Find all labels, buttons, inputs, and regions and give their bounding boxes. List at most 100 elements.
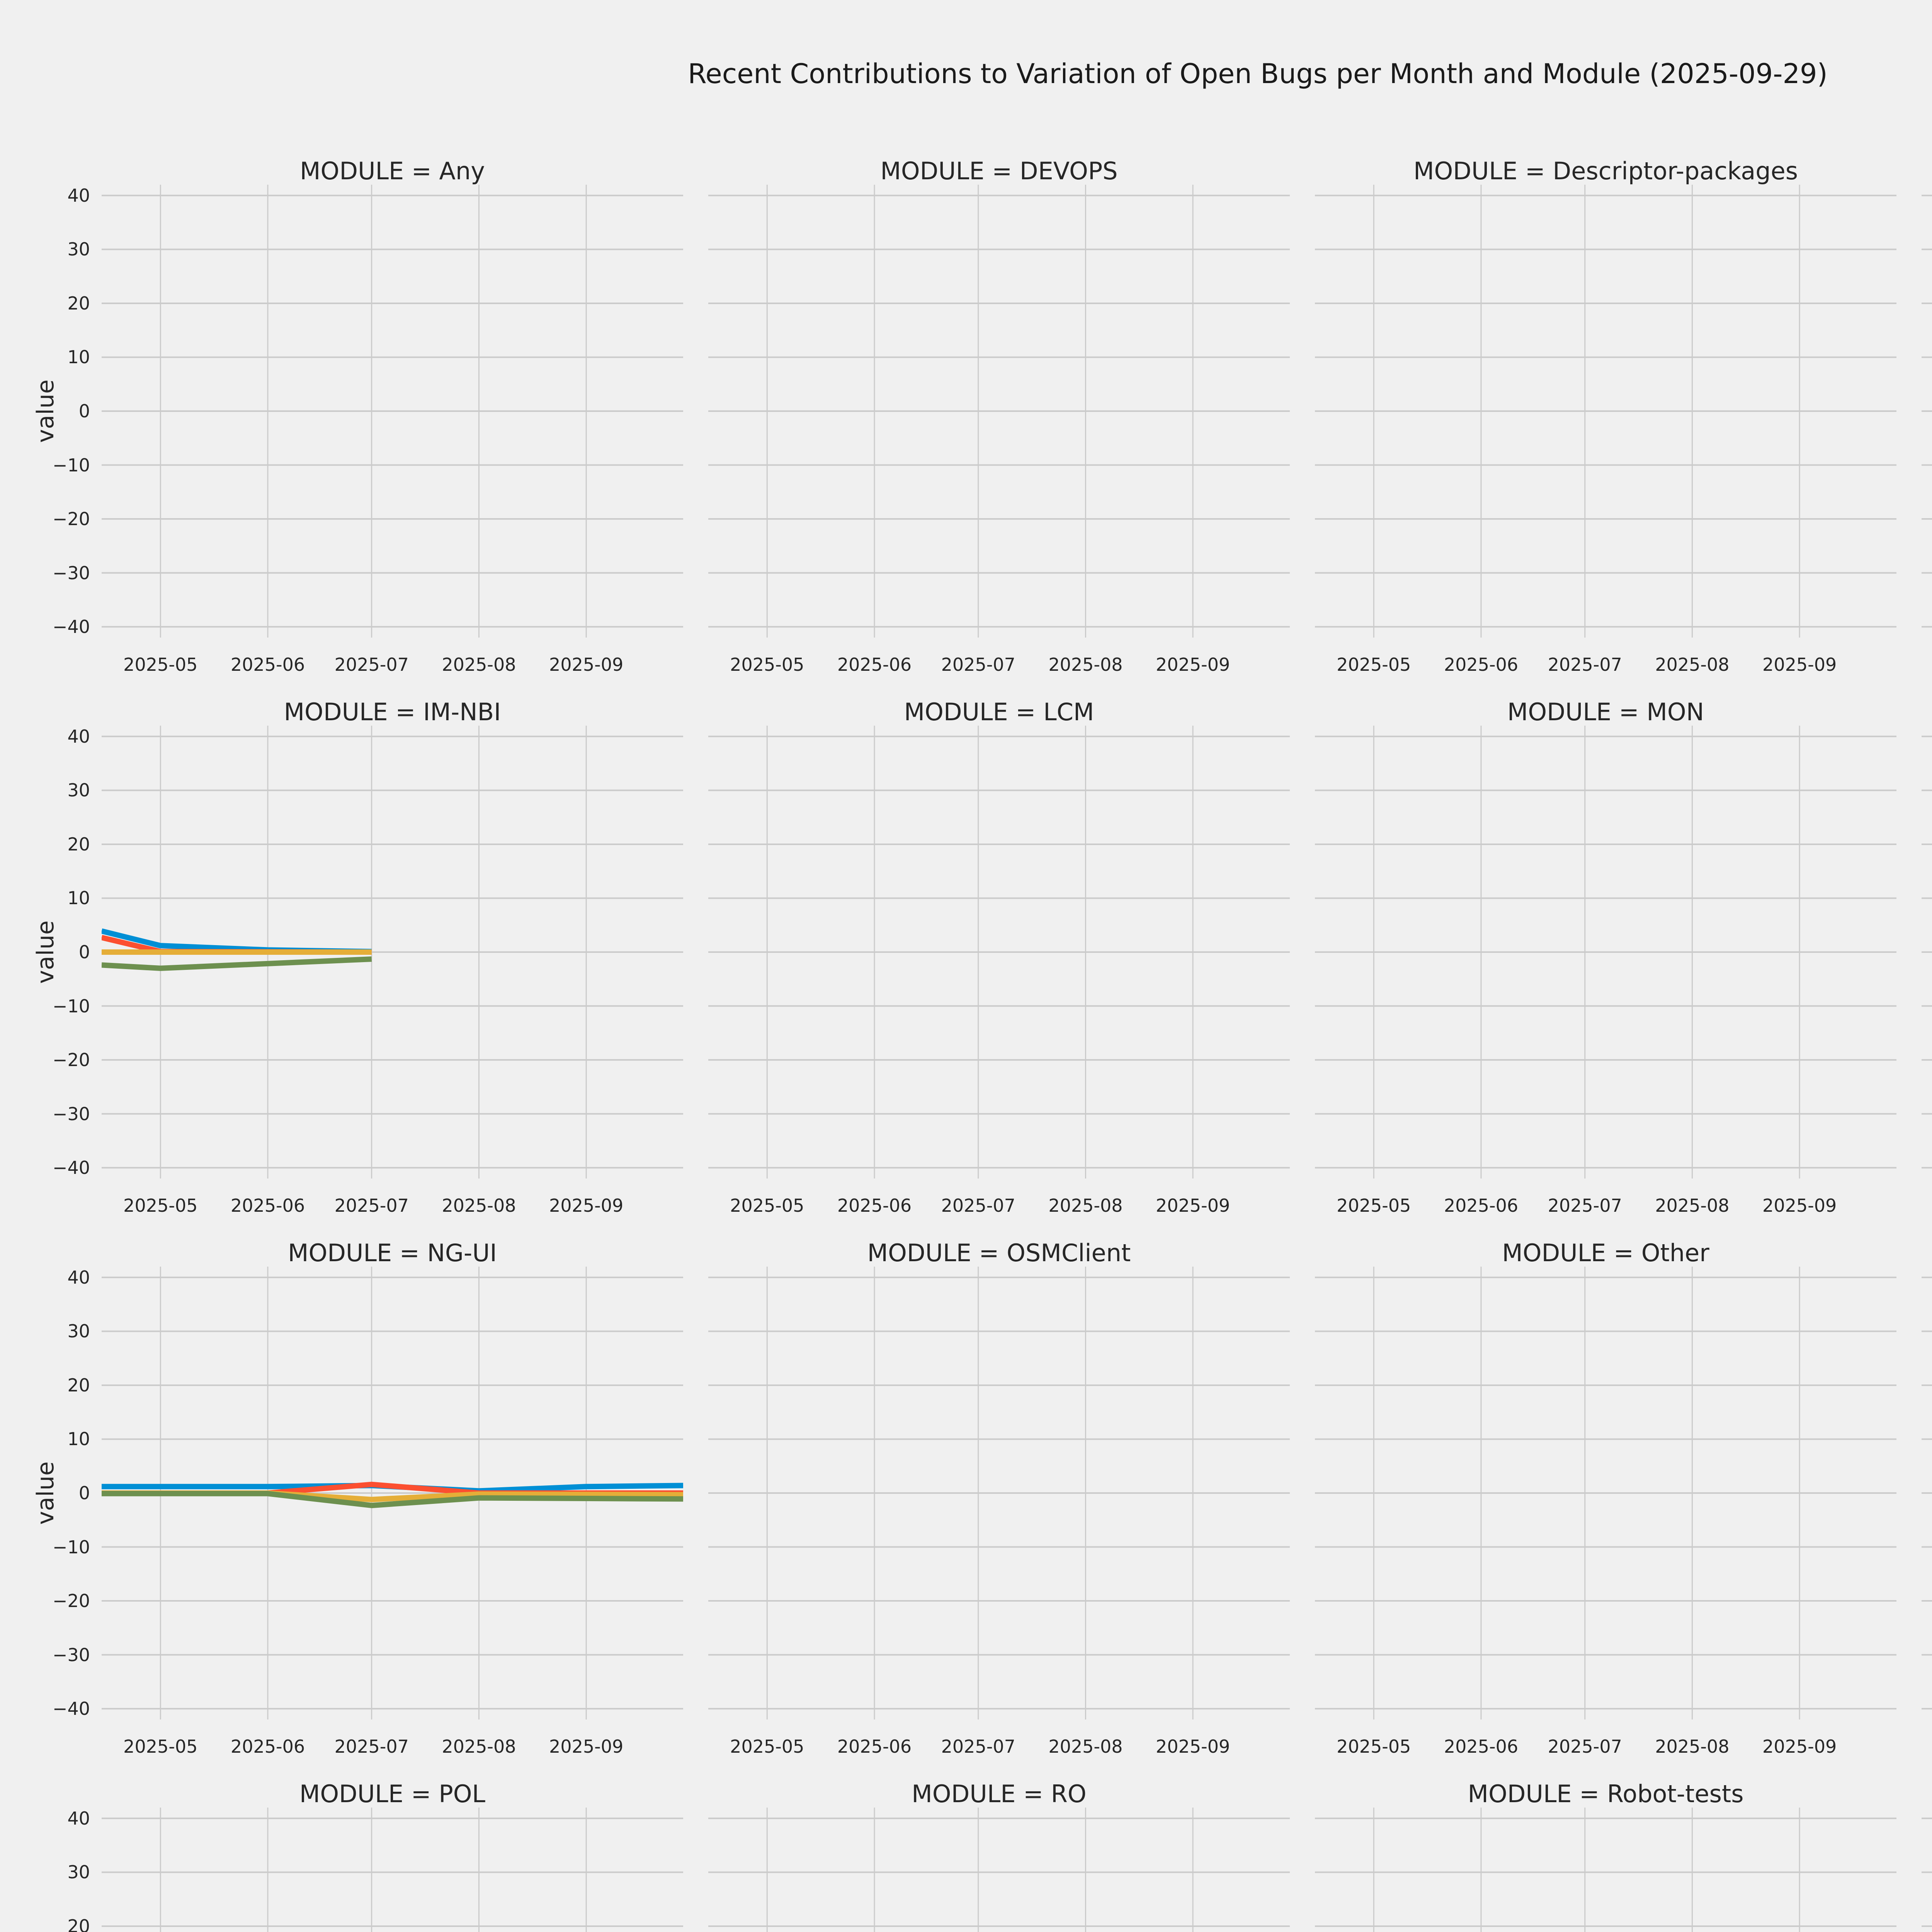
y-tick-label: 40 bbox=[67, 726, 90, 747]
x-tick-label-other: 2025-06 bbox=[1444, 1736, 1519, 1757]
y-tick-label: −10 bbox=[52, 995, 90, 1017]
y-tick-label: 20 bbox=[67, 833, 90, 855]
facet-title-n2vc: MODULE = N2VC bbox=[1922, 697, 1932, 726]
facet-title-robot-tests: MODULE = Robot-tests bbox=[1468, 1779, 1744, 1808]
x-tick-label-im-nbi: 2025-06 bbox=[230, 1195, 305, 1216]
x-tick-label-any: 2025-08 bbox=[442, 654, 516, 675]
facet-title-unknown: MODULE = Unknown bbox=[1922, 1779, 1932, 1808]
y-tick-label: 10 bbox=[67, 347, 90, 368]
facet-title-ro: MODULE = RO bbox=[912, 1779, 1087, 1808]
y-tick-label: −20 bbox=[52, 509, 90, 530]
x-tick-label-osmclient: 2025-09 bbox=[1156, 1736, 1230, 1757]
plot-area-documentation-wiki bbox=[1922, 194, 1932, 628]
x-tick-label-other: 2025-07 bbox=[1548, 1736, 1622, 1757]
x-tick-label-devops: 2025-08 bbox=[1048, 654, 1123, 675]
x-tick-label-ng-ui: 2025-09 bbox=[549, 1736, 624, 1757]
x-tick-label-devops: 2025-07 bbox=[941, 654, 1015, 675]
plot-area-devops bbox=[708, 185, 1290, 638]
plot-area-ro bbox=[708, 1808, 1290, 1932]
x-tick-label-any: 2025-07 bbox=[334, 654, 409, 675]
y-axis-label: value bbox=[32, 920, 59, 984]
facet-title-documentation-wiki: MODULE = Documentation / Wiki bbox=[1922, 156, 1932, 185]
x-tick-label-devops: 2025-09 bbox=[1156, 654, 1230, 675]
x-tick-label-ng-ui: 2025-07 bbox=[334, 1736, 409, 1757]
plot-area-osmclient bbox=[708, 1267, 1290, 1719]
plot-area-unknown bbox=[1922, 1817, 1932, 1927]
x-tick-label-mon: 2025-08 bbox=[1655, 1195, 1730, 1216]
y-tick-label: −10 bbox=[52, 454, 90, 476]
plot-area-n2vc bbox=[1922, 735, 1932, 1169]
y-tick-label: 40 bbox=[67, 1267, 90, 1288]
x-tick-label-osmclient: 2025-07 bbox=[941, 1736, 1015, 1757]
plot-area-descriptor-packages bbox=[1315, 185, 1896, 638]
y-tick-label: −30 bbox=[52, 1103, 90, 1124]
x-tick-label-lcm: 2025-06 bbox=[837, 1195, 912, 1216]
x-tick-label-im-nbi: 2025-05 bbox=[123, 1195, 198, 1216]
y-tick-label: −30 bbox=[52, 562, 90, 583]
facet-title-descriptor-packages: MODULE = Descriptor-packages bbox=[1413, 156, 1798, 185]
facet-title-lcm: MODULE = LCM bbox=[904, 697, 1094, 726]
y-tick-label: −40 bbox=[52, 616, 90, 638]
y-tick-label: −30 bbox=[52, 1644, 90, 1665]
figure-title: Recent Contributions to Variation of Ope… bbox=[688, 58, 1828, 90]
plot-area-lcm bbox=[708, 726, 1290, 1179]
facet-title-pol: MODULE = POL bbox=[299, 1779, 486, 1808]
x-tick-label-ng-ui: 2025-08 bbox=[442, 1736, 516, 1757]
x-tick-label-mon: 2025-07 bbox=[1548, 1195, 1622, 1216]
y-tick-label: 0 bbox=[78, 1483, 90, 1503]
y-tick-label: 20 bbox=[67, 1374, 90, 1396]
y-tick-label: 10 bbox=[67, 1429, 90, 1450]
facet-title-im-nbi: MODULE = IM-NBI bbox=[284, 697, 501, 726]
x-tick-label-osmclient: 2025-06 bbox=[837, 1736, 912, 1757]
facet-title-osmclient: MODULE = OSMClient bbox=[867, 1238, 1131, 1267]
x-tick-label-im-nbi: 2025-09 bbox=[549, 1195, 624, 1216]
x-tick-label-lcm: 2025-08 bbox=[1048, 1195, 1123, 1216]
y-tick-label: 20 bbox=[67, 1915, 90, 1932]
x-tick-label-any: 2025-09 bbox=[549, 654, 624, 675]
y-tick-label: 0 bbox=[78, 401, 90, 422]
x-tick-label-osmclient: 2025-08 bbox=[1048, 1736, 1123, 1757]
facet-title-mon: MODULE = MON bbox=[1507, 697, 1704, 726]
plot-area-other bbox=[1315, 1267, 1896, 1719]
y-axis-label: value bbox=[32, 1461, 59, 1525]
x-tick-label-im-nbi: 2025-08 bbox=[442, 1195, 516, 1216]
y-tick-label: −40 bbox=[52, 1698, 90, 1719]
plot-area-ng-ui bbox=[102, 1267, 683, 1719]
y-tick-label: 40 bbox=[67, 1808, 90, 1829]
plot-area-pol bbox=[102, 1808, 683, 1932]
y-tick-label: 20 bbox=[67, 293, 90, 314]
x-tick-label-descriptor-packages: 2025-08 bbox=[1655, 654, 1730, 675]
y-tick-label: 30 bbox=[67, 780, 90, 801]
y-tick-label: 30 bbox=[67, 1321, 90, 1342]
x-tick-label-descriptor-packages: 2025-06 bbox=[1444, 654, 1519, 675]
x-tick-label-mon: 2025-06 bbox=[1444, 1195, 1519, 1216]
y-tick-label: −40 bbox=[52, 1157, 90, 1179]
y-tick-label: −20 bbox=[52, 1590, 90, 1612]
plot-area-any bbox=[102, 185, 683, 638]
y-tick-label: −20 bbox=[52, 1049, 90, 1071]
y-tick-label: 40 bbox=[67, 185, 90, 206]
x-tick-label-devops: 2025-05 bbox=[730, 654, 804, 675]
line-closed-ng-ui bbox=[102, 1491, 683, 1509]
facet-title-devops: MODULE = DEVOPS bbox=[880, 156, 1118, 185]
x-tick-label-devops: 2025-06 bbox=[837, 654, 912, 675]
x-tick-label-osmclient: 2025-05 bbox=[730, 1736, 804, 1757]
x-tick-label-any: 2025-05 bbox=[123, 654, 198, 675]
y-tick-label: 10 bbox=[67, 888, 90, 909]
facet-title-ng-ui: MODULE = NG-UI bbox=[288, 1238, 497, 1267]
x-tick-label-lcm: 2025-07 bbox=[941, 1195, 1015, 1216]
facet-title-pla: MODULE = PLA bbox=[1922, 1238, 1932, 1267]
x-tick-label-mon: 2025-05 bbox=[1337, 1195, 1411, 1216]
x-tick-label-descriptor-packages: 2025-09 bbox=[1762, 654, 1837, 675]
plot-area-pla bbox=[1922, 1276, 1932, 1710]
plot-area-mon bbox=[1315, 726, 1896, 1179]
facet-title-any: MODULE = Any bbox=[300, 156, 485, 185]
x-tick-label-any: 2025-06 bbox=[230, 654, 305, 675]
x-tick-label-other: 2025-09 bbox=[1762, 1736, 1837, 1757]
y-tick-label: −10 bbox=[52, 1536, 90, 1558]
x-tick-label-lcm: 2025-05 bbox=[730, 1195, 804, 1216]
x-tick-label-other: 2025-08 bbox=[1655, 1736, 1730, 1757]
x-tick-label-ng-ui: 2025-05 bbox=[123, 1736, 198, 1757]
y-tick-label: 0 bbox=[78, 942, 90, 963]
